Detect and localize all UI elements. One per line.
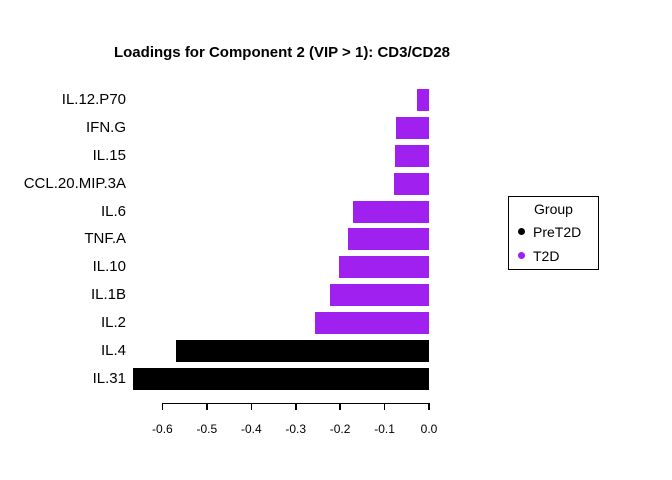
x-tick-label: -0.3 xyxy=(285,422,307,436)
y-axis-label: IL.31 xyxy=(92,369,126,387)
x-tick-label: -0.4 xyxy=(240,422,262,436)
y-axis-label: IL.4 xyxy=(100,341,126,359)
x-tick-label: -0.1 xyxy=(374,422,395,436)
bar-il-10 xyxy=(338,256,429,279)
legend-label-pret2d: PreT2D xyxy=(533,223,582,240)
bar-il-1b xyxy=(329,284,429,307)
y-axis-label: IL.10 xyxy=(92,258,126,276)
legend: Group PreT2D T2D xyxy=(508,196,599,270)
legend-label-t2d: T2D xyxy=(533,247,560,264)
legend-item-t2d: T2D xyxy=(509,246,598,265)
x-axis-tick xyxy=(339,402,341,410)
x-axis-tick xyxy=(428,402,430,410)
y-axis-label: IL.2 xyxy=(100,314,126,331)
y-axis-label: CCL.20.MIP.3A xyxy=(23,174,126,192)
bar-ifn-g xyxy=(395,116,429,139)
y-axis-label: IL.15 xyxy=(92,146,126,164)
bar-il-12-p70 xyxy=(417,89,429,111)
x-axis-tick xyxy=(206,402,208,410)
x-tick-label: 0.0 xyxy=(420,422,438,436)
y-axis-label: IFN.G xyxy=(86,118,126,136)
x-tick-label: -0.2 xyxy=(329,422,351,436)
pret2d-dot-icon xyxy=(518,228,525,235)
legend-title: Group xyxy=(534,201,573,217)
x-axis-tick xyxy=(295,402,297,410)
x-tick-label: -0.5 xyxy=(196,422,218,436)
bar-il-31 xyxy=(133,367,429,390)
y-axis-label: IL.12.P70 xyxy=(61,91,126,108)
bar-il-15 xyxy=(394,144,429,167)
t2d-dot-icon xyxy=(518,252,525,259)
bar-ccl-20-mip-3a xyxy=(393,172,429,195)
bar-il-2 xyxy=(314,312,429,334)
y-axis-label: IL.1B xyxy=(90,286,126,304)
bar-il-6 xyxy=(353,200,429,223)
legend-item-pret2d: PreT2D xyxy=(509,222,598,241)
x-axis-tick xyxy=(161,402,164,410)
x-tick-label: -0.6 xyxy=(152,422,173,436)
y-axis-label: TNF.A xyxy=(84,230,126,248)
x-axis-tick xyxy=(383,402,386,410)
bar-il-4 xyxy=(175,339,429,362)
x-axis-tick xyxy=(250,402,252,410)
chart-title: Loadings for Component 2 (VIP > 1): CD3/… xyxy=(113,44,450,61)
bar-tnf-a xyxy=(348,228,429,251)
y-axis-label: IL.6 xyxy=(100,202,126,220)
